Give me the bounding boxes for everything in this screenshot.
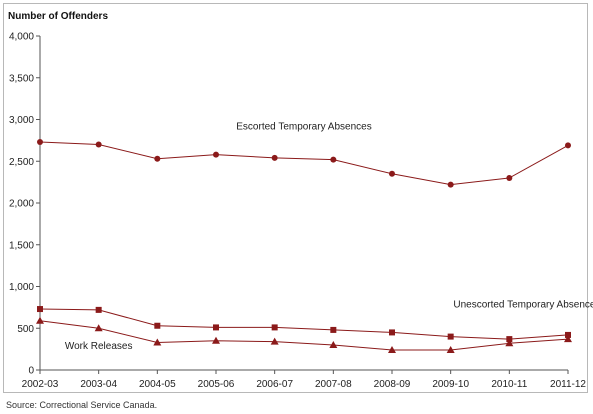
- data-point: [154, 322, 161, 329]
- data-point: [213, 151, 219, 158]
- data-point: [565, 142, 571, 149]
- data-point: [564, 335, 572, 343]
- y-tick-label: 2,500: [9, 157, 34, 168]
- series-line: [39, 141, 569, 186]
- data-point: [212, 336, 220, 344]
- data-point: [447, 181, 454, 188]
- y-tick-label: 4,000: [9, 32, 34, 43]
- data-point: [505, 339, 514, 347]
- data-point: [330, 326, 337, 333]
- data-point: [447, 333, 454, 340]
- x-tick-label: 2007-08: [315, 379, 352, 390]
- x-tick-label: 2002-03: [22, 379, 59, 390]
- data-point: [446, 345, 455, 353]
- series-line: [39, 320, 569, 351]
- y-tick-label: 3,000: [9, 115, 34, 126]
- data-point: [213, 324, 219, 331]
- data-point: [506, 174, 513, 181]
- data-point: [95, 306, 102, 313]
- series-label: Work Releases: [65, 341, 133, 352]
- series-1: [37, 139, 571, 188]
- x-tick-label: 2004-05: [139, 379, 176, 390]
- data-point: [389, 170, 395, 177]
- y-tick-label: 3,500: [9, 73, 34, 84]
- y-tick-label: 1,000: [9, 282, 34, 293]
- data-point: [330, 156, 337, 163]
- data-point: [153, 338, 162, 346]
- data-point: [94, 324, 103, 332]
- data-point: [270, 337, 279, 345]
- y-tick-labels: 0 500 1,000 1,500 2,000 2,500 3,000 3,500 4,000: [9, 32, 34, 377]
- data-point: [95, 141, 102, 148]
- series-annotations: Escorted Temporary Absences Unescorted Te…: [65, 122, 593, 353]
- x-tick-label: 2006-07: [256, 379, 293, 390]
- source-note: Source: Correctional Service Canada.: [6, 400, 158, 410]
- x-tick-label: 2010-11: [491, 379, 527, 390]
- x-tick-label: 2009-10: [432, 379, 469, 390]
- x-tick-label: 2005-06: [198, 379, 235, 390]
- x-tick-label: 2008-09: [374, 379, 411, 390]
- data-point: [37, 139, 43, 146]
- data-point: [329, 340, 338, 348]
- series-label: Escorted Temporary Absences: [236, 122, 371, 133]
- series-layer: [36, 139, 572, 353]
- y-tick-label: 1,500: [9, 240, 34, 251]
- axes: [36, 35, 569, 374]
- y-tick-label: 2,000: [9, 199, 34, 210]
- data-point: [154, 155, 161, 162]
- series-3: [36, 316, 572, 353]
- x-tick-labels: 2002-03 2003-04 2004-05 2005-06 2006-07 2007-…: [22, 379, 587, 390]
- data-point: [389, 329, 395, 336]
- y-tick-label: 0: [28, 366, 34, 377]
- y-axis-label: Number of Offenders: [8, 11, 108, 22]
- series-2: [37, 306, 571, 343]
- y-tick-label: 500: [17, 324, 34, 335]
- data-point: [37, 306, 43, 313]
- series-line: [39, 308, 569, 340]
- data-point: [271, 154, 278, 161]
- data-point: [565, 331, 571, 338]
- series-label: Unescorted Temporary Absences: [453, 299, 593, 310]
- x-tick-label: 2011-12: [550, 379, 586, 390]
- data-point: [36, 316, 44, 324]
- data-point: [506, 336, 513, 343]
- data-point: [388, 345, 396, 353]
- data-point: [271, 324, 278, 331]
- x-tick-label: 2003-04: [80, 379, 117, 390]
- line-chart: Number of Offenders 0 500 1,000 1,500 2,000 2…: [8, 11, 593, 390]
